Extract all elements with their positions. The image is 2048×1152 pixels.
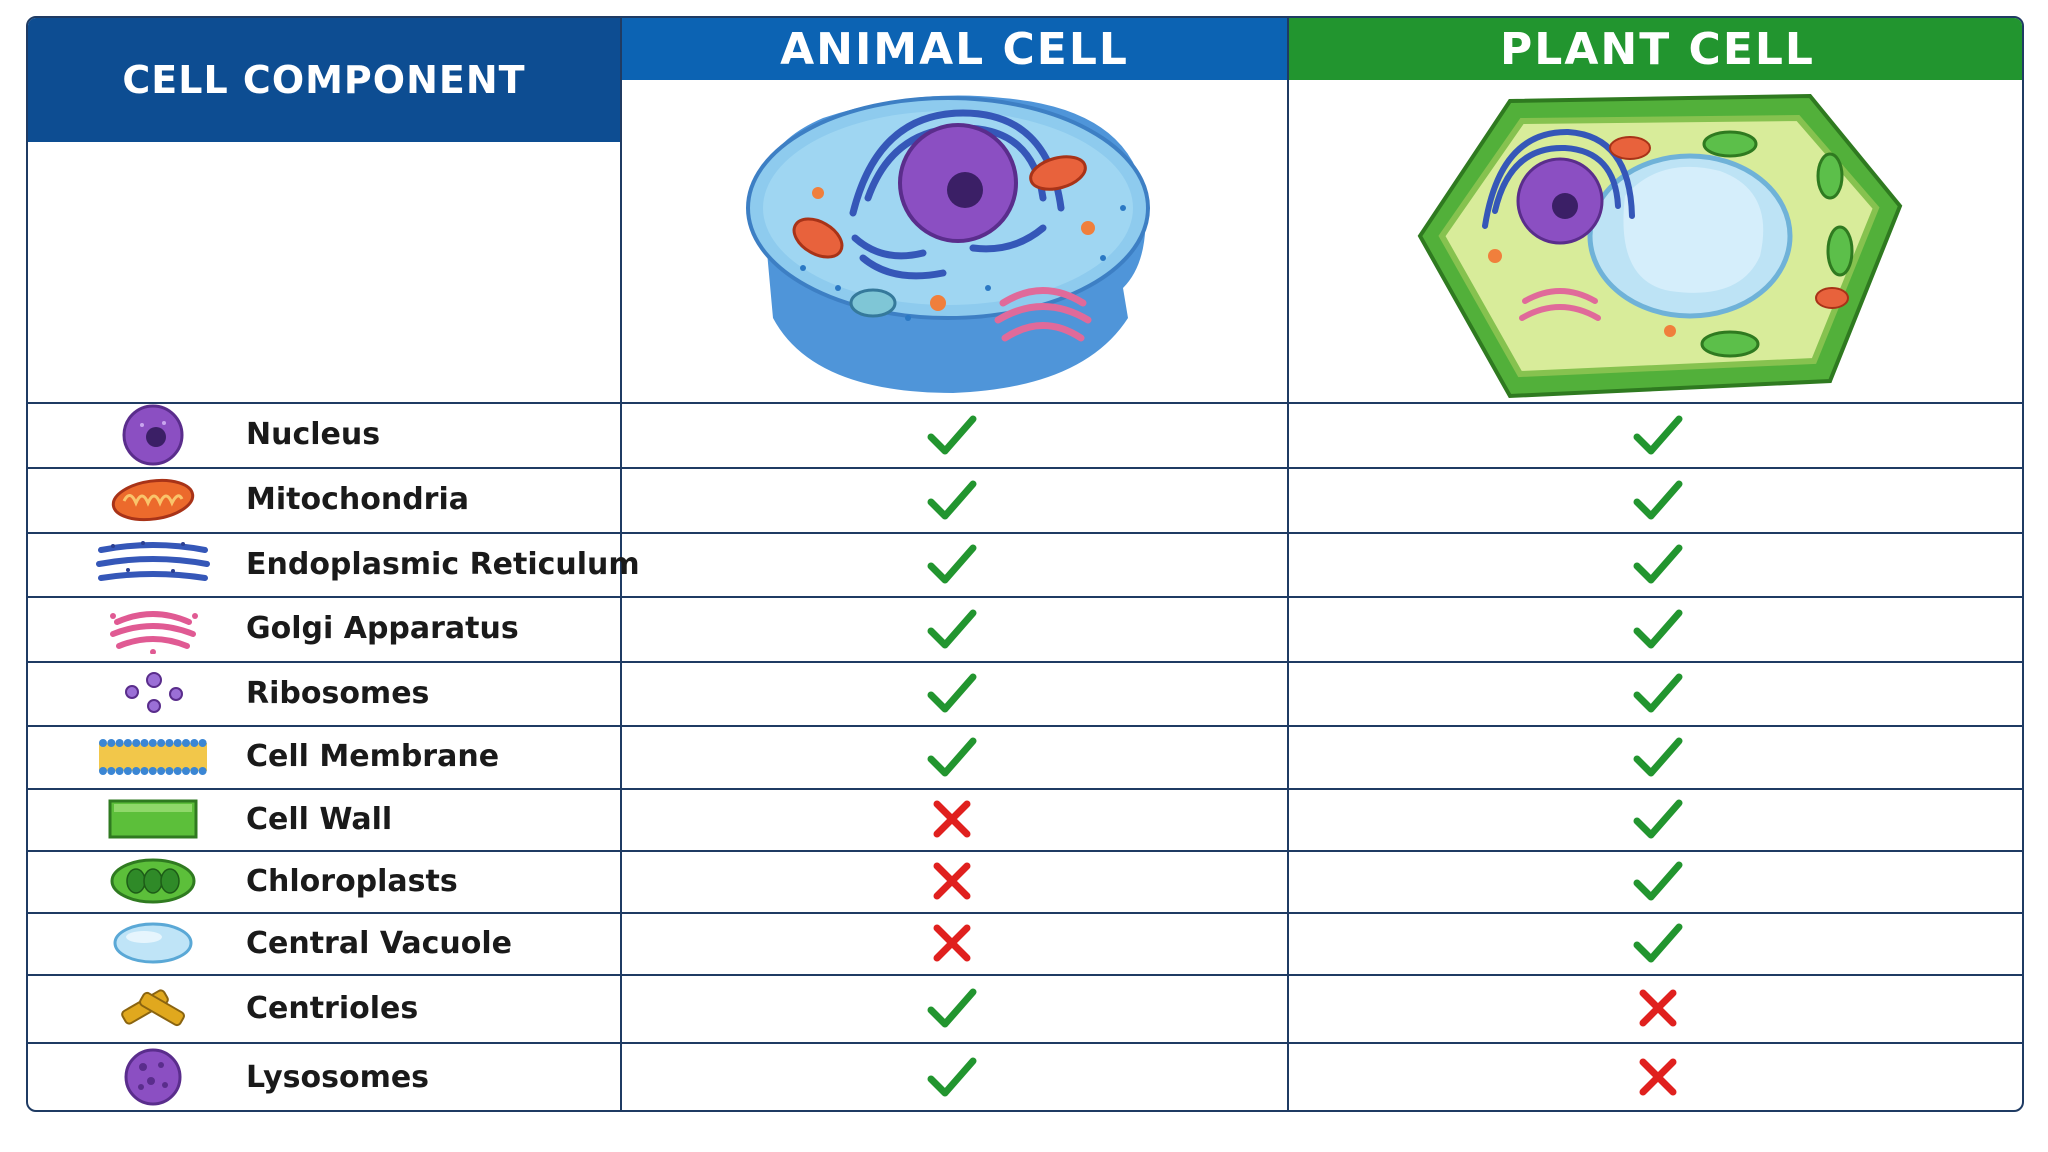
plant-cell-illustration	[1417, 93, 1903, 399]
check-icon-animal	[922, 974, 982, 1042]
animal-cell-illustration	[746, 95, 1150, 393]
table-row: Mitochondria	[28, 467, 2022, 532]
table-row: Lysosomes	[28, 1042, 2022, 1110]
component-label: Chloroplasts	[246, 863, 458, 899]
component-label: Lysosomes	[246, 1059, 430, 1095]
row-divider	[28, 596, 2022, 598]
cross-icon-plant	[1628, 1042, 1688, 1110]
check-icon-plant	[1628, 661, 1688, 725]
table-row: Cell Wall	[28, 788, 2022, 850]
golgi-apparatus-icon	[88, 596, 218, 661]
cross-icon-animal	[922, 912, 982, 974]
ribosomes-icon	[88, 661, 218, 725]
row-divider	[28, 788, 2022, 790]
check-icon-plant	[1628, 850, 1688, 912]
component-label: Golgi Apparatus	[246, 611, 519, 646]
check-icon-plant	[1628, 912, 1688, 974]
table-row: Golgi Apparatus	[28, 596, 2022, 661]
row-divider	[28, 912, 2022, 914]
component-label: Cell Wall	[246, 801, 393, 837]
check-icon-plant	[1628, 467, 1688, 532]
check-icon-animal	[922, 532, 982, 596]
endoplasmic-reticulum-icon	[88, 532, 218, 596]
component-label: Ribosomes	[246, 675, 430, 711]
cell-membrane-icon	[88, 725, 218, 788]
check-icon-plant	[1628, 788, 1688, 850]
table-row: Centrioles	[28, 974, 2022, 1042]
row-divider	[28, 974, 2022, 976]
cross-icon-plant	[1628, 974, 1688, 1042]
table-row: Cell Membrane	[28, 725, 2022, 788]
check-icon-animal	[922, 467, 982, 532]
cell-comparison-table: CELL COMPONENT ANIMAL CELL PLANT CELL	[26, 16, 2024, 1112]
central-vacuole-icon	[88, 912, 218, 974]
row-divider	[28, 467, 2022, 469]
header-cell-component: CELL COMPONENT	[28, 18, 620, 142]
check-icon-animal	[922, 1042, 982, 1110]
check-icon-plant	[1628, 725, 1688, 788]
chloroplast-icon	[88, 850, 218, 912]
component-label: Nucleus	[246, 417, 381, 452]
nucleus-icon	[88, 402, 218, 467]
table-row: Nucleus	[28, 402, 2022, 467]
mitochondria-icon	[88, 467, 218, 532]
component-label: Endoplasmic Reticulum	[246, 546, 640, 582]
row-divider	[28, 661, 2022, 663]
table-row: Endoplasmic Reticulum	[28, 532, 2022, 596]
component-label: Central Vacuole	[246, 925, 513, 961]
table-row: Chloroplasts	[28, 850, 2022, 912]
check-icon-plant	[1628, 596, 1688, 661]
header-plant-cell: PLANT CELL	[1289, 18, 2022, 80]
cross-icon-animal	[922, 788, 982, 850]
row-divider	[28, 725, 2022, 727]
table-row: Ribosomes	[28, 661, 2022, 725]
row-divider	[28, 532, 2022, 534]
table-row: Central Vacuole	[28, 912, 2022, 974]
component-label: Centrioles	[246, 990, 419, 1026]
check-icon-plant	[1628, 402, 1688, 467]
check-icon-plant	[1628, 532, 1688, 596]
cross-icon-animal	[922, 850, 982, 912]
check-icon-animal	[922, 725, 982, 788]
component-label: Mitochondria	[246, 482, 469, 517]
check-icon-animal	[922, 596, 982, 661]
component-label: Cell Membrane	[246, 739, 500, 774]
cell-wall-icon	[88, 788, 218, 850]
header-animal-cell: ANIMAL CELL	[620, 18, 1289, 80]
row-divider	[28, 1042, 2022, 1044]
row-divider	[28, 850, 2022, 852]
check-icon-animal	[922, 402, 982, 467]
lysosome-icon	[88, 1042, 218, 1110]
check-icon-animal	[922, 661, 982, 725]
centrioles-icon	[88, 974, 218, 1042]
